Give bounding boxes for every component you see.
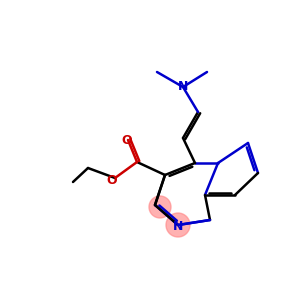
- Text: N: N: [178, 80, 188, 94]
- Circle shape: [166, 213, 190, 237]
- Text: O: O: [122, 134, 132, 146]
- Text: N: N: [173, 220, 183, 232]
- Text: O: O: [107, 173, 117, 187]
- Circle shape: [149, 196, 171, 218]
